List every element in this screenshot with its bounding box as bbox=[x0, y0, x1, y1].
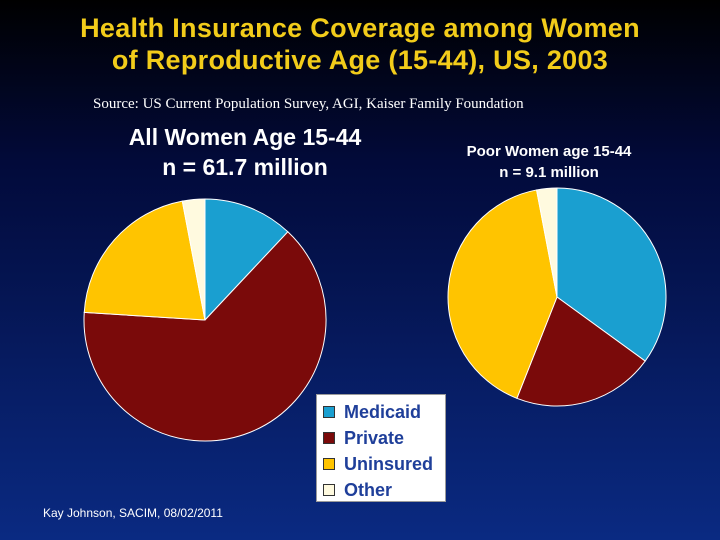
all-women-slice-medicaid bbox=[204, 198, 289, 322]
all-women-chart-title: All Women Age 15-44 n = 61.7 million bbox=[90, 122, 400, 182]
legend-item-medicaid: Medicaid bbox=[323, 399, 445, 425]
footer-credit: Kay Johnson, SACIM, 08/02/2011 bbox=[43, 506, 223, 520]
source-note: Source: US Current Population Survey, AG… bbox=[93, 96, 524, 112]
slide-title-line1: Health Insurance Coverage among Women bbox=[80, 13, 640, 43]
legend-label-other: Other bbox=[344, 479, 393, 500]
all-women-title-line2: n = 61.7 million bbox=[162, 154, 328, 180]
slide-title-line2: of Reproductive Age (15-44), US, 2003 bbox=[111, 45, 609, 75]
all-women-slice-private bbox=[83, 231, 327, 442]
poor-women-slice-uninsured bbox=[447, 189, 558, 399]
poor-women-title-line2: n = 9.1 million bbox=[499, 164, 599, 181]
slide-title: Health Insurance Coverage among Women of… bbox=[0, 12, 720, 76]
chart-legend: Medicaid Private Uninsured Other bbox=[316, 394, 446, 502]
legend-label-uninsured: Uninsured bbox=[344, 453, 434, 474]
legend-swatch-uninsured bbox=[323, 458, 335, 470]
legend-swatch-medicaid bbox=[323, 406, 335, 418]
all-women-slice-uninsured bbox=[83, 200, 206, 321]
legend-item-other: Other bbox=[323, 477, 445, 503]
poor-women-pie-chart bbox=[447, 187, 667, 407]
poor-women-slice-medicaid bbox=[556, 187, 667, 362]
all-women-title-line1: All Women Age 15-44 bbox=[128, 124, 362, 150]
legend-item-uninsured: Uninsured bbox=[323, 451, 445, 477]
all-women-slice-other bbox=[181, 198, 206, 321]
all-women-pie-chart bbox=[83, 198, 327, 442]
legend-label-private: Private bbox=[344, 427, 405, 448]
legend-label-medicaid: Medicaid bbox=[344, 401, 422, 422]
legend-item-private: Private bbox=[323, 425, 445, 451]
poor-women-slice-private bbox=[516, 296, 646, 407]
legend-swatch-private bbox=[323, 432, 335, 444]
legend-swatch-other bbox=[323, 484, 335, 496]
poor-women-title-line1: Poor Women age 15-44 bbox=[466, 143, 632, 160]
poor-women-slice-other bbox=[535, 187, 558, 298]
poor-women-chart-title: Poor Women age 15-44 n = 9.1 million bbox=[438, 141, 660, 183]
